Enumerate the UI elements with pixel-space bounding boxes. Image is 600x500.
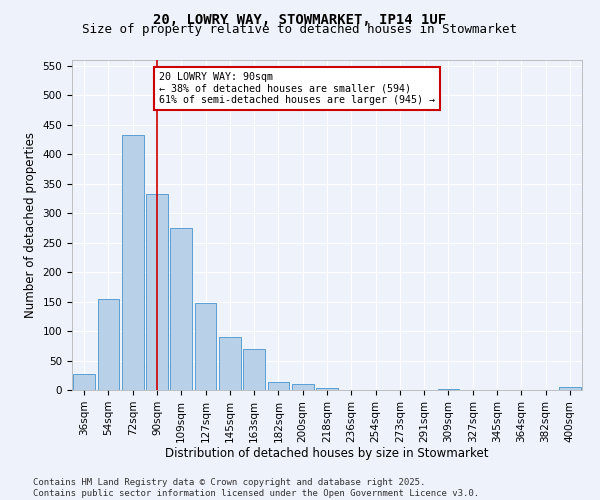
Text: 20, LOWRY WAY, STOWMARKET, IP14 1UF: 20, LOWRY WAY, STOWMARKET, IP14 1UF xyxy=(154,12,446,26)
Bar xyxy=(292,384,314,390)
Text: Size of property relative to detached houses in Stowmarket: Size of property relative to detached ho… xyxy=(83,22,517,36)
Text: Contains HM Land Registry data © Crown copyright and database right 2025.
Contai: Contains HM Land Registry data © Crown c… xyxy=(33,478,479,498)
X-axis label: Distribution of detached houses by size in Stowmarket: Distribution of detached houses by size … xyxy=(165,448,489,460)
Text: 20 LOWRY WAY: 90sqm
← 38% of detached houses are smaller (594)
61% of semi-detac: 20 LOWRY WAY: 90sqm ← 38% of detached ho… xyxy=(160,72,436,105)
Bar xyxy=(316,388,338,390)
Bar xyxy=(268,382,289,390)
Bar xyxy=(122,135,143,390)
Bar xyxy=(559,387,581,390)
Bar xyxy=(219,337,241,390)
Bar xyxy=(194,303,217,390)
Bar xyxy=(170,228,192,390)
Y-axis label: Number of detached properties: Number of detached properties xyxy=(24,132,37,318)
Bar xyxy=(437,389,460,390)
Bar xyxy=(73,374,95,390)
Bar xyxy=(97,298,119,390)
Bar xyxy=(243,349,265,390)
Bar xyxy=(146,194,168,390)
